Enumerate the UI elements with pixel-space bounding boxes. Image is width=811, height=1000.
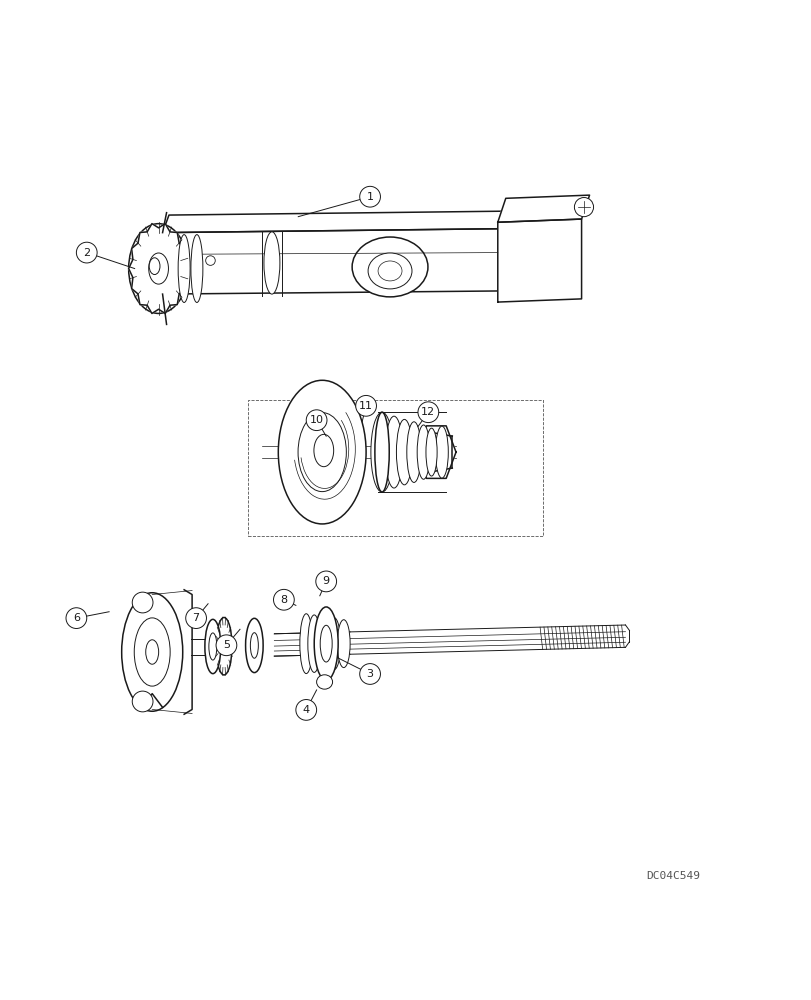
Text: 8: 8	[280, 595, 287, 605]
Ellipse shape	[375, 412, 388, 492]
Text: 2: 2	[83, 248, 90, 258]
Polygon shape	[274, 625, 624, 656]
Circle shape	[205, 256, 215, 265]
Ellipse shape	[250, 633, 258, 658]
Polygon shape	[378, 412, 445, 492]
Ellipse shape	[406, 422, 421, 482]
Polygon shape	[497, 219, 581, 302]
Ellipse shape	[148, 253, 168, 284]
Ellipse shape	[314, 607, 337, 680]
Text: 3: 3	[366, 669, 373, 679]
Text: 7: 7	[192, 613, 200, 623]
Circle shape	[186, 608, 206, 628]
Circle shape	[273, 589, 294, 610]
Circle shape	[76, 242, 97, 263]
Ellipse shape	[427, 443, 432, 461]
Ellipse shape	[315, 617, 328, 671]
Ellipse shape	[216, 617, 232, 675]
Text: 9: 9	[322, 576, 329, 586]
Ellipse shape	[371, 412, 393, 492]
Circle shape	[418, 402, 438, 423]
Ellipse shape	[314, 434, 333, 467]
Circle shape	[359, 186, 380, 207]
Text: 4: 4	[303, 705, 310, 715]
Ellipse shape	[384, 416, 402, 488]
Ellipse shape	[426, 428, 436, 476]
Circle shape	[132, 691, 152, 712]
Circle shape	[355, 395, 376, 416]
Ellipse shape	[191, 235, 203, 302]
Ellipse shape	[145, 640, 158, 664]
Ellipse shape	[128, 224, 188, 313]
Ellipse shape	[264, 232, 280, 294]
Ellipse shape	[378, 261, 401, 281]
Ellipse shape	[435, 426, 448, 478]
Polygon shape	[162, 229, 505, 294]
Ellipse shape	[320, 625, 332, 662]
Polygon shape	[497, 195, 589, 222]
Circle shape	[216, 635, 237, 656]
Text: 6: 6	[73, 613, 79, 623]
Ellipse shape	[178, 235, 190, 302]
Ellipse shape	[328, 618, 340, 670]
Text: 5: 5	[223, 640, 230, 650]
Polygon shape	[416, 426, 456, 478]
Text: DC04C549: DC04C549	[646, 871, 700, 881]
Ellipse shape	[316, 675, 333, 689]
Text: 1: 1	[366, 192, 373, 202]
Circle shape	[66, 608, 87, 628]
Circle shape	[315, 571, 336, 592]
Ellipse shape	[307, 615, 320, 672]
Polygon shape	[128, 224, 188, 313]
Text: 12: 12	[421, 407, 435, 417]
Polygon shape	[232, 618, 287, 674]
Polygon shape	[212, 618, 234, 674]
Circle shape	[295, 700, 316, 720]
Circle shape	[132, 592, 152, 613]
Text: 11: 11	[358, 401, 372, 411]
Ellipse shape	[422, 432, 437, 472]
Ellipse shape	[122, 593, 182, 711]
Text: 10: 10	[309, 415, 324, 425]
Circle shape	[359, 664, 380, 684]
Circle shape	[573, 198, 593, 217]
Ellipse shape	[204, 619, 221, 674]
Ellipse shape	[417, 425, 429, 479]
Ellipse shape	[367, 253, 411, 289]
Polygon shape	[162, 211, 512, 233]
Ellipse shape	[134, 618, 170, 686]
Circle shape	[306, 410, 327, 431]
Ellipse shape	[208, 633, 217, 660]
Ellipse shape	[299, 614, 312, 674]
Ellipse shape	[149, 258, 160, 275]
Ellipse shape	[352, 237, 427, 297]
Ellipse shape	[245, 618, 263, 673]
Ellipse shape	[278, 380, 366, 524]
Ellipse shape	[337, 620, 350, 668]
Ellipse shape	[396, 419, 412, 485]
